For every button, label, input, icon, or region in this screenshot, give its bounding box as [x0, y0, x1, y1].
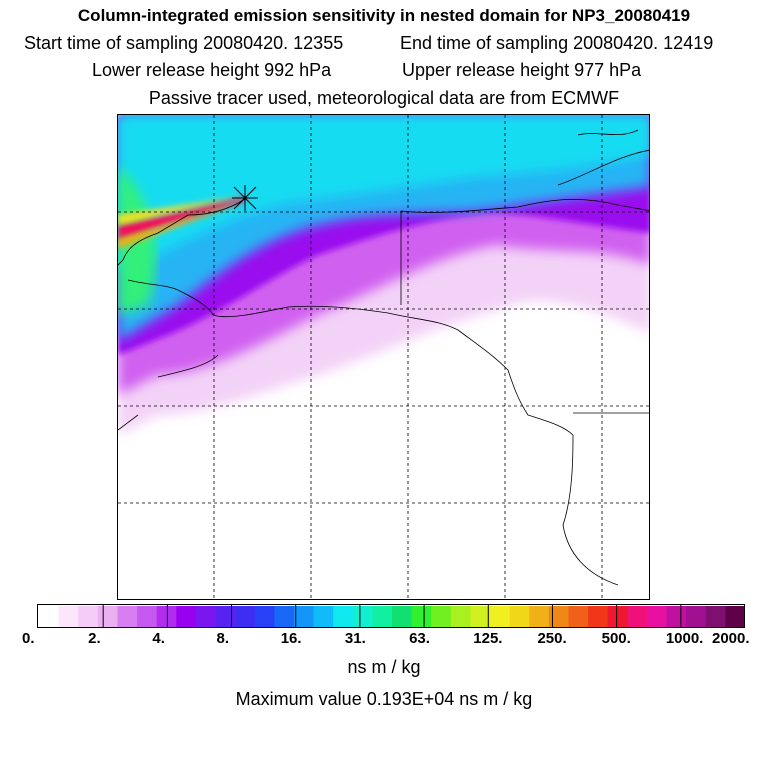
- sensitivity-map[interactable]: [117, 114, 650, 600]
- color-legend-bar: [37, 604, 745, 628]
- plot-title: Column-integrated emission sensitivity i…: [77, 6, 691, 25]
- legend-swatch: [725, 606, 744, 627]
- legend-tick-label: 8.: [216, 630, 230, 647]
- legend-swatch: [372, 606, 393, 627]
- legend-swatch: [235, 606, 256, 627]
- lower-release-height: Lower release height 992 hPa: [92, 60, 332, 80]
- legend-swatch: [78, 606, 99, 627]
- legend-swatch: [293, 606, 315, 627]
- legend-swatch: [588, 606, 609, 627]
- legend-swatch: [450, 606, 471, 627]
- legend-tick-label: 125.: [473, 630, 503, 647]
- release-point-asterisk: [232, 185, 258, 211]
- map-canvas: [118, 115, 649, 599]
- field-cyan: [118, 115, 649, 275]
- legend-swatch: [627, 606, 648, 627]
- legend-swatch: [607, 606, 628, 627]
- legend-tick-label: 63.: [409, 630, 430, 647]
- legend-tick-label: 4.: [152, 630, 165, 647]
- legend-swatch: [431, 606, 452, 627]
- legend-swatch: [254, 606, 275, 627]
- legend-swatch: [392, 606, 413, 627]
- legend-tick-label: 16.: [280, 630, 302, 647]
- legend-swatch: [470, 606, 491, 627]
- legend-swatch: [274, 606, 295, 627]
- legend-tick-label: 500.: [601, 630, 631, 647]
- legend-swatch: [666, 606, 687, 627]
- legend-swatch: [176, 606, 197, 627]
- max-value-label: Maximum value 0.193E+04 ns m / kg: [235, 689, 533, 709]
- legend-swatch: [411, 606, 432, 627]
- legend-swatch: [490, 606, 511, 627]
- legend-swatch: [117, 606, 138, 627]
- legend-tick-label: 2000.: [712, 630, 750, 647]
- legend-swatch: [686, 606, 707, 627]
- legend-swatch: [352, 606, 373, 627]
- legend-swatch: [137, 606, 158, 627]
- legend-swatch: [333, 606, 354, 627]
- legend-tick-label: 31.: [344, 630, 366, 647]
- legend-tick-label: 0.: [22, 630, 35, 647]
- legend-swatch: [313, 606, 334, 627]
- legend-tick-label: 250.: [537, 630, 567, 647]
- legend-swatch: [509, 606, 530, 627]
- legend-swatch: [548, 606, 569, 627]
- units-label: ns m / kg: [347, 657, 421, 677]
- legend-swatch: [529, 606, 550, 627]
- legend-swatch: [97, 606, 118, 627]
- legend-swatch: [195, 606, 216, 627]
- legend-tick-label: 2.: [88, 630, 101, 647]
- legend-tick-label: 1000.: [665, 630, 704, 647]
- legend-swatch: [39, 606, 60, 627]
- tracer-note: Passive tracer used, meteorological data…: [148, 88, 620, 108]
- legend-swatch: [58, 606, 79, 627]
- legend-swatch: [156, 606, 177, 627]
- legend-swatch: [568, 606, 589, 627]
- end-time-label: End time of sampling 20080420. 12419: [400, 33, 714, 53]
- start-time-label: Start time of sampling 20080420. 12355: [24, 33, 344, 53]
- upper-release-height: Upper release height 977 hPa: [402, 60, 642, 80]
- legend-swatch: [215, 606, 236, 627]
- graticule: [118, 115, 649, 599]
- legend-swatch: [705, 606, 726, 627]
- legend-swatch: [646, 606, 668, 627]
- coastlines: [118, 129, 649, 586]
